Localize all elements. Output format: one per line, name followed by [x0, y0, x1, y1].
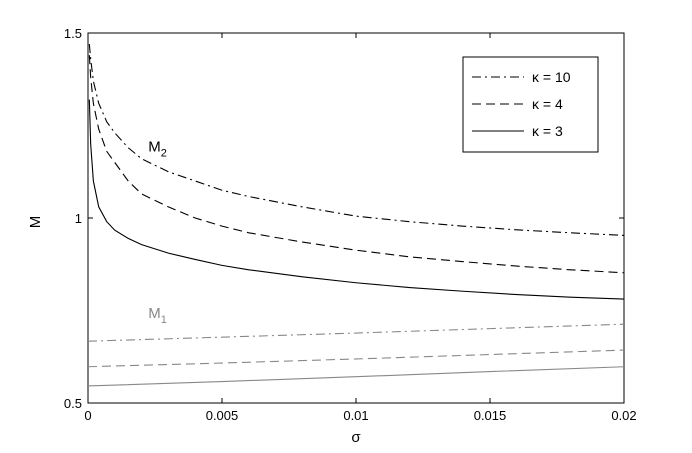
y-tick-label: 1 — [75, 211, 82, 226]
y-tick-label: 0.5 — [64, 396, 82, 411]
series-line-m2-kappa-10 — [88, 44, 625, 236]
y-tick-label: 1.5 — [64, 26, 82, 41]
annotation-m1: M1 — [148, 305, 167, 326]
y-axis-ticks: 0.5 1 1.5 — [64, 26, 624, 411]
series-line-m1-kappa-10 — [87, 323, 625, 342]
legend-label: κ = 4 — [532, 96, 563, 112]
series-line-m1-kappa-3 — [87, 366, 625, 387]
y-axis-label: M — [27, 216, 44, 229]
x-tick-label: 0.01 — [343, 408, 368, 423]
legend-box — [462, 56, 599, 153]
legend-label: κ = 3 — [532, 123, 563, 139]
series-line-m1-kappa-4 — [87, 349, 625, 368]
x-axis-label: σ — [351, 429, 361, 446]
x-tick-label: 0 — [84, 408, 91, 423]
x-tick-label: 0.02 — [611, 408, 636, 423]
series-line-m2-kappa-4 — [88, 55, 625, 274]
series-layer — [87, 44, 625, 387]
legend-label: κ = 10 — [532, 69, 571, 85]
x-tick-label: 0.005 — [206, 408, 239, 423]
x-tick-label: 0.015 — [474, 408, 507, 423]
annotations: M2 M1 — [148, 138, 167, 326]
legend: κ = 10 κ = 4 κ = 3 — [462, 56, 599, 153]
annotation-m2: M2 — [148, 138, 167, 159]
series-line-m2-kappa-3 — [88, 99, 625, 300]
x-axis-ticks: 0 0.005 0.01 0.015 0.02 — [84, 33, 637, 423]
